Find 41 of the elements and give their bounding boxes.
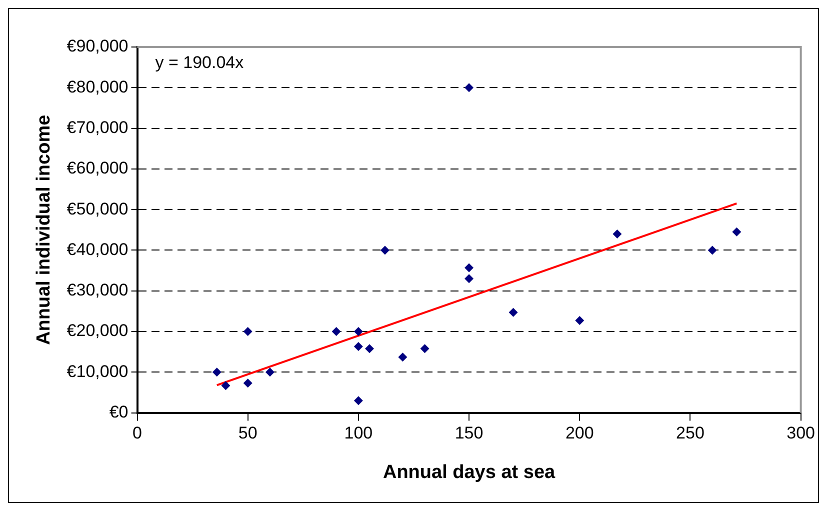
point [354, 342, 363, 352]
x-axis-title: Annual days at sea [382, 462, 556, 483]
y-tick-label: €90,000 [66, 36, 128, 56]
point [508, 308, 518, 317]
y-axis-title: Annual individual income [34, 114, 55, 345]
point [221, 381, 230, 390]
point [365, 344, 374, 354]
point [265, 368, 274, 377]
y-tick-label: €70,000 [66, 118, 128, 137]
y-tick-label: €0 [109, 402, 128, 422]
point [612, 229, 622, 238]
x-tick-label: 250 [676, 424, 704, 443]
x-tick-label: 100 [344, 424, 373, 443]
annotation: y = 190.04x [155, 53, 244, 72]
y-tick-label: €30,000 [66, 280, 128, 300]
y-tick-label: €60,000 [66, 158, 128, 178]
point [732, 227, 742, 236]
y-tick-label: €10,000 [66, 362, 128, 381]
x-tick-label: 50 [238, 424, 258, 443]
x-tick-label: 200 [565, 424, 594, 443]
y-tick-label: €20,000 [66, 321, 128, 340]
point [464, 83, 474, 92]
point [708, 246, 717, 255]
x-tick-label: 150 [454, 424, 484, 443]
point [332, 327, 341, 336]
point [380, 246, 390, 255]
x-tick-label: 300 [786, 424, 816, 443]
point [464, 274, 474, 284]
point [354, 396, 363, 406]
point [575, 316, 584, 326]
point [464, 263, 474, 272]
y-tick-label: €80,000 [66, 77, 128, 96]
point [354, 327, 363, 336]
y-tick-label: €40,000 [66, 240, 128, 259]
point [420, 344, 430, 354]
point [212, 368, 222, 377]
y-tick-label: €50,000 [66, 199, 128, 218]
x-tick-label: 0 [132, 424, 142, 443]
point [398, 352, 408, 362]
point [243, 327, 252, 336]
point [243, 378, 252, 388]
